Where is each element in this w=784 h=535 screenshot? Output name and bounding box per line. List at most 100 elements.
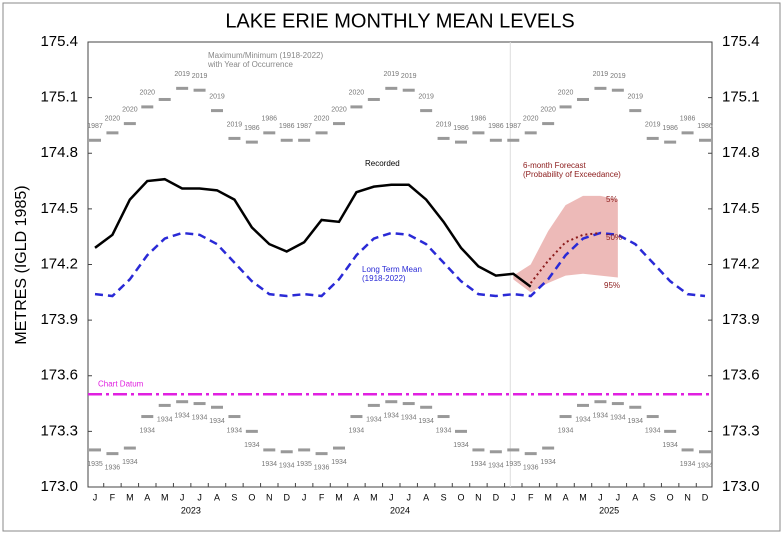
x-tick-label: A: [563, 492, 569, 502]
min-year: 1934: [331, 459, 347, 466]
y-tick-label: 173.6: [40, 367, 78, 384]
min-year: 1934: [471, 461, 487, 468]
min-year: 1934: [488, 463, 504, 470]
x-tick-label: S: [441, 492, 447, 502]
y-tick-label: 173.3: [40, 422, 78, 439]
max-year: 1986: [244, 125, 260, 132]
median-label: 50%: [606, 233, 622, 242]
x-tick-label: J: [511, 492, 516, 502]
x-tick-label: M: [126, 492, 134, 502]
max-year: 2019: [209, 93, 225, 100]
min-year: 1934: [279, 463, 295, 470]
min-year: 1935: [87, 461, 103, 468]
x-tick-label: M: [370, 492, 378, 502]
y2-tick-label: 173.9: [722, 311, 760, 328]
min-year: 1934: [680, 461, 696, 468]
min-year: 1934: [157, 416, 173, 423]
max-year: 2020: [523, 116, 539, 123]
x-tick-label: J: [598, 492, 603, 502]
lower-label: 95%: [604, 281, 620, 290]
max-year: 2019: [401, 73, 417, 80]
max-year: 2020: [540, 106, 556, 113]
min-year: 1934: [662, 442, 678, 449]
x-tick-label: J: [93, 492, 98, 502]
min-year: 1934: [227, 427, 243, 434]
max-year: 1986: [279, 123, 295, 130]
min-year: 1934: [558, 427, 574, 434]
min-year: 1934: [453, 442, 469, 449]
min-year: 1934: [383, 413, 399, 420]
max-year: 1986: [680, 116, 696, 123]
x-tick-label: A: [353, 492, 359, 502]
max-year: 1986: [261, 116, 277, 123]
x-tick-label: N: [475, 492, 482, 502]
y2-tick-label: 175.1: [722, 89, 760, 106]
max-year: 2019: [436, 121, 452, 128]
max-year: 2020: [349, 90, 365, 97]
max-year: 1986: [662, 125, 678, 132]
y-tick-label: 175.4: [40, 33, 78, 50]
max-year: 1986: [471, 116, 487, 123]
x-tick-label: M: [161, 492, 169, 502]
max-year: 1987: [87, 123, 103, 130]
x-tick-label: J: [302, 492, 307, 502]
min-year: 1934: [540, 459, 556, 466]
max-year: 2020: [122, 106, 138, 113]
x-tick-label: A: [423, 492, 429, 502]
x-tick-label: O: [248, 492, 255, 502]
y-tick-label: 174.8: [40, 144, 78, 161]
x-tick-label: M: [335, 492, 343, 502]
max-year: 2020: [139, 90, 155, 97]
x-tick-label: J: [616, 492, 621, 502]
min-year: 1935: [296, 461, 312, 468]
y-tick-label: 174.5: [40, 200, 78, 217]
upper-label: 5%: [606, 195, 618, 204]
extremes-title: Maximum/Minimum (1918-2022): [208, 51, 323, 60]
y-tick-label: 175.1: [40, 89, 78, 106]
x-tick-label: A: [632, 492, 638, 502]
recorded-label: Recorded: [365, 159, 400, 168]
max-year: 2019: [192, 73, 208, 80]
x-tick-label: J: [406, 492, 411, 502]
y2-tick-label: 173.6: [722, 367, 760, 384]
y2-tick-label: 174.5: [722, 200, 760, 217]
min-year: 1936: [105, 464, 121, 471]
min-year: 1934: [261, 461, 277, 468]
x-tick-label: J: [197, 492, 202, 502]
max-year: 2020: [105, 116, 121, 123]
max-year: 1987: [296, 123, 312, 130]
x-tick-label: J: [389, 492, 394, 502]
mean-label: Long Term Mean: [362, 265, 422, 274]
x-tick-label: D: [493, 492, 500, 502]
min-year: 1936: [523, 464, 539, 471]
x-tick-label: O: [457, 492, 464, 502]
x-tick-label: A: [214, 492, 220, 502]
year-label: 2023: [181, 505, 201, 515]
year-label: 2025: [599, 505, 619, 515]
min-year: 1934: [174, 413, 190, 420]
max-year: 2019: [418, 93, 434, 100]
max-year: 1986: [697, 123, 713, 130]
min-year: 1934: [627, 418, 643, 425]
x-tick-label: A: [144, 492, 150, 502]
max-year: 2019: [627, 93, 643, 100]
x-tick-label: O: [667, 492, 674, 502]
min-year: 1934: [418, 418, 434, 425]
min-year: 1934: [192, 414, 208, 421]
min-year: 1936: [314, 464, 330, 471]
min-year: 1934: [401, 414, 417, 421]
max-year: 2019: [227, 121, 243, 128]
x-tick-label: F: [110, 492, 116, 502]
min-year: 1934: [610, 414, 626, 421]
chart-datum-label: Chart Datum: [98, 379, 144, 388]
mean-note: (1918-2022): [362, 274, 406, 283]
max-year: 2020: [314, 116, 330, 123]
chart-title: LAKE ERIE MONTHLY MEAN LEVELS: [225, 10, 574, 32]
x-tick-label: S: [650, 492, 656, 502]
x-tick-label: J: [180, 492, 185, 502]
max-year: 2019: [610, 73, 626, 80]
max-year: 1986: [488, 123, 504, 130]
forecast-band: [513, 195, 618, 293]
